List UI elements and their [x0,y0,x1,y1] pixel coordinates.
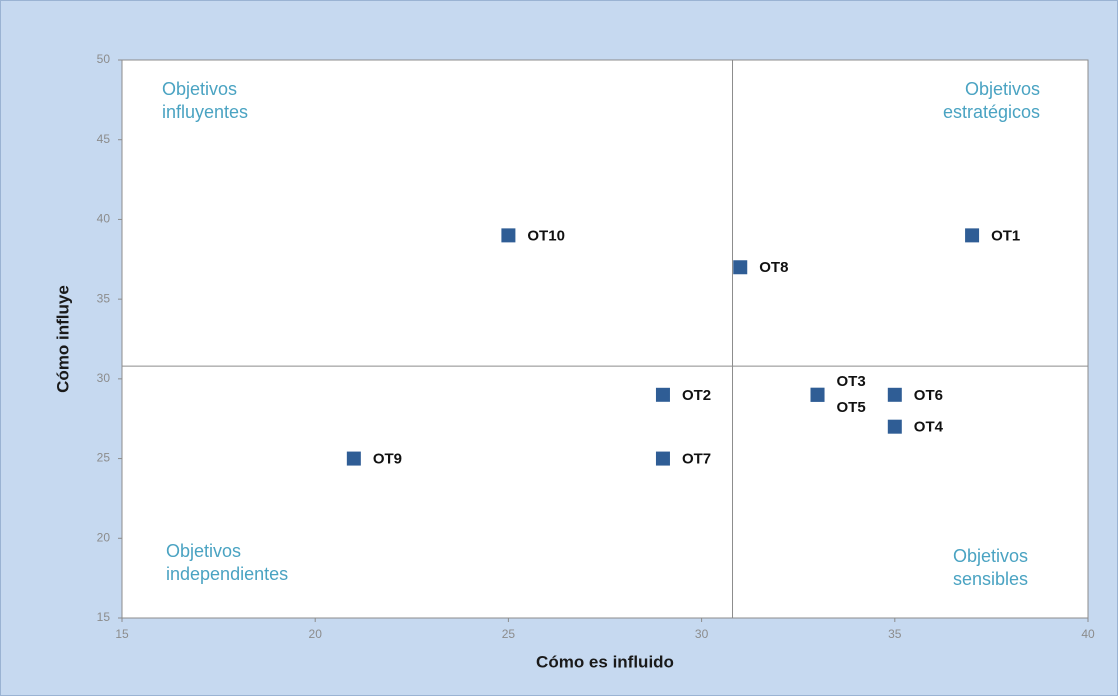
y-tick-label: 40 [97,212,111,226]
x-tick-label: 20 [309,627,323,641]
x-tick-label: 30 [695,627,709,641]
quadrant-label: estratégicos [943,102,1040,122]
y-tick-label: 35 [97,291,111,305]
point-label: OT5 [837,399,866,416]
point-label: OT9 [373,451,402,468]
x-tick-label: 35 [888,627,902,641]
y-tick-label: 25 [97,451,111,465]
point-label: OT8 [759,259,788,276]
y-tick-label: 20 [97,530,111,544]
point [887,419,902,434]
point [501,228,516,243]
plot-area [121,59,1089,619]
point [655,451,670,466]
quadrant-label: Objetivos [166,541,241,561]
y-tick-label: 50 [97,52,111,66]
quadrant-label: sensibles [953,569,1028,589]
x-tick-label: 25 [502,627,516,641]
point-label: OT7 [682,451,711,468]
y-tick-label: 30 [97,371,111,385]
x-axis-label: Cómo es influido [536,652,674,671]
x-tick-label: 15 [115,627,129,641]
point [346,451,361,466]
quadrant-label: Objetivos [953,546,1028,566]
quadrant-label: influyentes [162,102,248,122]
point-label: OT10 [527,227,565,244]
y-axis-label: Cómo influye [53,285,72,393]
point [810,387,825,402]
point [733,260,748,275]
point-label: OT3 [837,373,866,390]
y-tick-label: 45 [97,132,111,146]
x-tick-label: 40 [1081,627,1095,641]
quadrant-label: Objetivos [965,79,1040,99]
point-label: OT6 [914,387,943,404]
quadrant-label: independientes [166,564,288,584]
point-label: OT2 [682,387,711,404]
point [655,387,670,402]
quadrant-label: Objetivos [162,79,237,99]
point-label: OT1 [991,227,1020,244]
point [887,387,902,402]
point [965,228,980,243]
point-label: OT4 [914,419,944,436]
y-tick-label: 15 [97,610,111,624]
